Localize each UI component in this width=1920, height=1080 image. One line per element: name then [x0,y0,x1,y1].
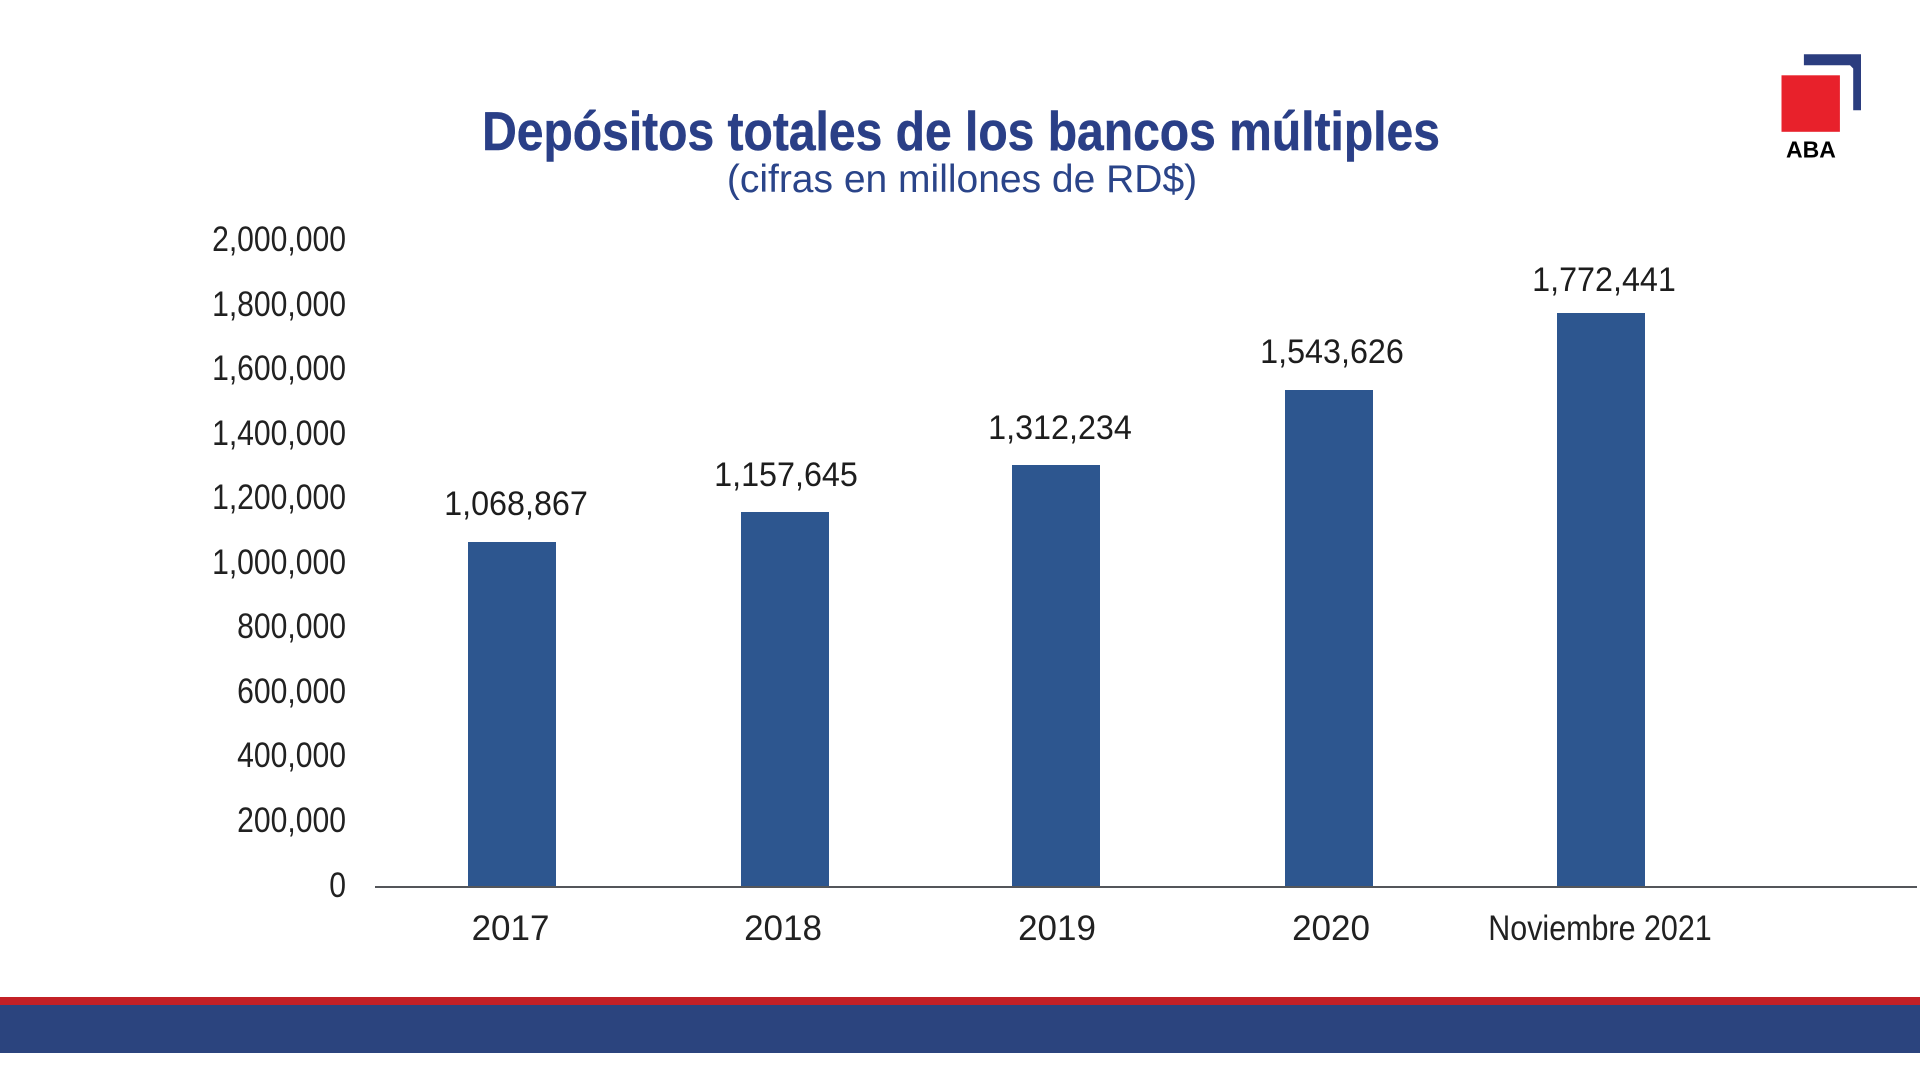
svg-text:ABA: ABA [1786,136,1836,162]
